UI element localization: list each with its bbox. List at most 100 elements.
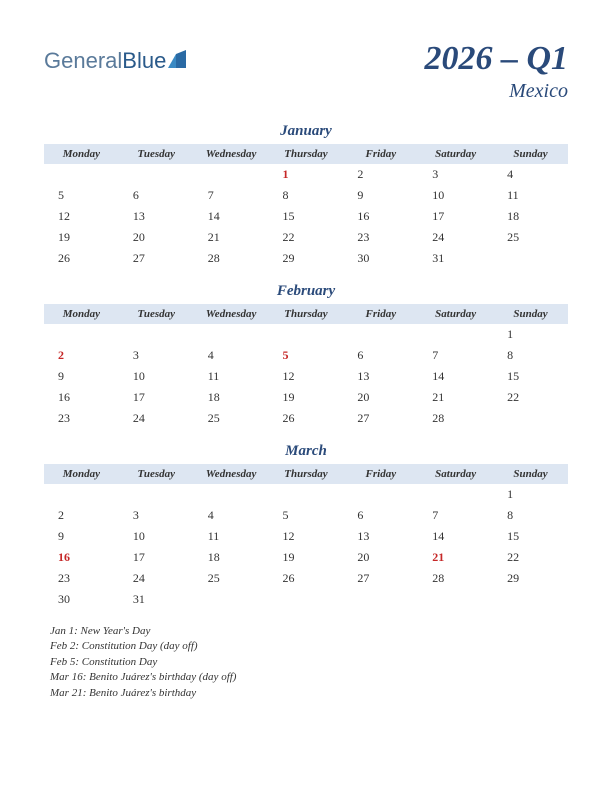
day-header: Wednesday — [194, 304, 269, 324]
holiday-item: Feb 5: Constitution Day — [50, 655, 568, 670]
quarter-title: 2026 – Q1 — [424, 40, 568, 78]
day-cell — [269, 484, 344, 505]
day-cell — [119, 324, 194, 345]
day-cell: 25 — [194, 408, 269, 429]
table-row: 232425262728 — [44, 408, 568, 429]
day-cell: 17 — [119, 387, 194, 408]
day-cell: 4 — [194, 345, 269, 366]
day-cell: 14 — [418, 526, 493, 547]
month-block: March MondayTuesdayWednesdayThursdayFrida… — [44, 443, 568, 610]
table-row: 16171819202122 — [44, 387, 568, 408]
day-cell: 9 — [44, 366, 119, 387]
day-cell: 18 — [194, 547, 269, 568]
day-cell — [343, 589, 418, 610]
day-cell: 12 — [44, 206, 119, 227]
day-cell: 28 — [194, 248, 269, 269]
day-cell: 11 — [194, 526, 269, 547]
day-cell: 30 — [44, 589, 119, 610]
day-cell: 13 — [343, 366, 418, 387]
day-cell: 12 — [269, 526, 344, 547]
month-block: JanuaryMondayTuesdayWednesdayThursdayFri… — [44, 123, 568, 269]
day-header: Monday — [44, 464, 119, 484]
day-cell: 16 — [343, 206, 418, 227]
day-cell: 19 — [269, 387, 344, 408]
day-cell: 1 — [493, 324, 568, 345]
calendar-table: MondayTuesdayWednesdayThursdayFridaySatu… — [44, 304, 568, 429]
day-cell: 1 — [269, 164, 344, 185]
day-cell — [194, 484, 269, 505]
table-row: 2345678 — [44, 505, 568, 526]
title-block: 2026 – Q1 Mexico — [424, 40, 568, 103]
table-row: 1 — [44, 324, 568, 345]
day-cell — [493, 248, 568, 269]
day-cell: 27 — [343, 568, 418, 589]
day-cell: 5 — [44, 185, 119, 206]
month-name: March — [44, 443, 568, 460]
day-cell: 20 — [343, 547, 418, 568]
day-cell — [343, 324, 418, 345]
day-cell — [44, 164, 119, 185]
header: GeneralBlue 2026 – Q1 Mexico — [44, 40, 568, 103]
day-cell: 18 — [194, 387, 269, 408]
table-row: 9101112131415 — [44, 526, 568, 547]
table-row: 1234 — [44, 164, 568, 185]
day-cell: 21 — [194, 227, 269, 248]
day-cell: 31 — [119, 589, 194, 610]
day-cell: 27 — [119, 248, 194, 269]
day-cell: 23 — [343, 227, 418, 248]
holidays-list: Jan 1: New Year's DayFeb 2: Constitution… — [44, 624, 568, 701]
day-cell — [493, 589, 568, 610]
day-cell: 17 — [119, 547, 194, 568]
day-cell — [119, 484, 194, 505]
day-cell — [44, 324, 119, 345]
day-cell: 10 — [418, 185, 493, 206]
day-cell: 19 — [44, 227, 119, 248]
day-cell: 16 — [44, 387, 119, 408]
day-cell: 3 — [119, 345, 194, 366]
day-cell: 22 — [493, 387, 568, 408]
day-header: Monday — [44, 144, 119, 164]
day-cell — [418, 484, 493, 505]
day-header: Saturday — [418, 304, 493, 324]
day-cell: 27 — [343, 408, 418, 429]
day-cell — [418, 324, 493, 345]
table-row: 9101112131415 — [44, 366, 568, 387]
day-cell: 29 — [269, 248, 344, 269]
day-cell — [194, 164, 269, 185]
day-cell: 2 — [343, 164, 418, 185]
table-row: 16171819202122 — [44, 547, 568, 568]
day-header: Saturday — [418, 464, 493, 484]
day-cell: 17 — [418, 206, 493, 227]
day-cell: 25 — [194, 568, 269, 589]
day-cell: 13 — [119, 206, 194, 227]
day-cell: 15 — [269, 206, 344, 227]
day-cell: 13 — [343, 526, 418, 547]
day-cell — [194, 589, 269, 610]
calendar-table: MondayTuesdayWednesdayThursdayFridaySatu… — [44, 464, 568, 610]
holiday-item: Feb 2: Constitution Day (day off) — [50, 639, 568, 654]
day-header: Thursday — [269, 464, 344, 484]
table-row: 12131415161718 — [44, 206, 568, 227]
day-header: Friday — [343, 304, 418, 324]
day-cell: 5 — [269, 345, 344, 366]
day-cell: 8 — [493, 345, 568, 366]
day-header: Sunday — [493, 144, 568, 164]
day-cell: 30 — [343, 248, 418, 269]
day-cell: 23 — [44, 568, 119, 589]
day-cell — [269, 589, 344, 610]
day-cell: 14 — [194, 206, 269, 227]
day-cell: 2 — [44, 505, 119, 526]
table-row: 262728293031 — [44, 248, 568, 269]
day-header: Sunday — [493, 304, 568, 324]
day-cell: 28 — [418, 408, 493, 429]
day-cell: 7 — [418, 345, 493, 366]
table-row: 3031 — [44, 589, 568, 610]
day-cell: 31 — [418, 248, 493, 269]
day-cell — [119, 164, 194, 185]
day-cell: 26 — [269, 568, 344, 589]
day-cell: 24 — [119, 568, 194, 589]
day-cell: 8 — [269, 185, 344, 206]
day-cell: 15 — [493, 526, 568, 547]
day-cell: 10 — [119, 526, 194, 547]
day-cell: 6 — [119, 185, 194, 206]
